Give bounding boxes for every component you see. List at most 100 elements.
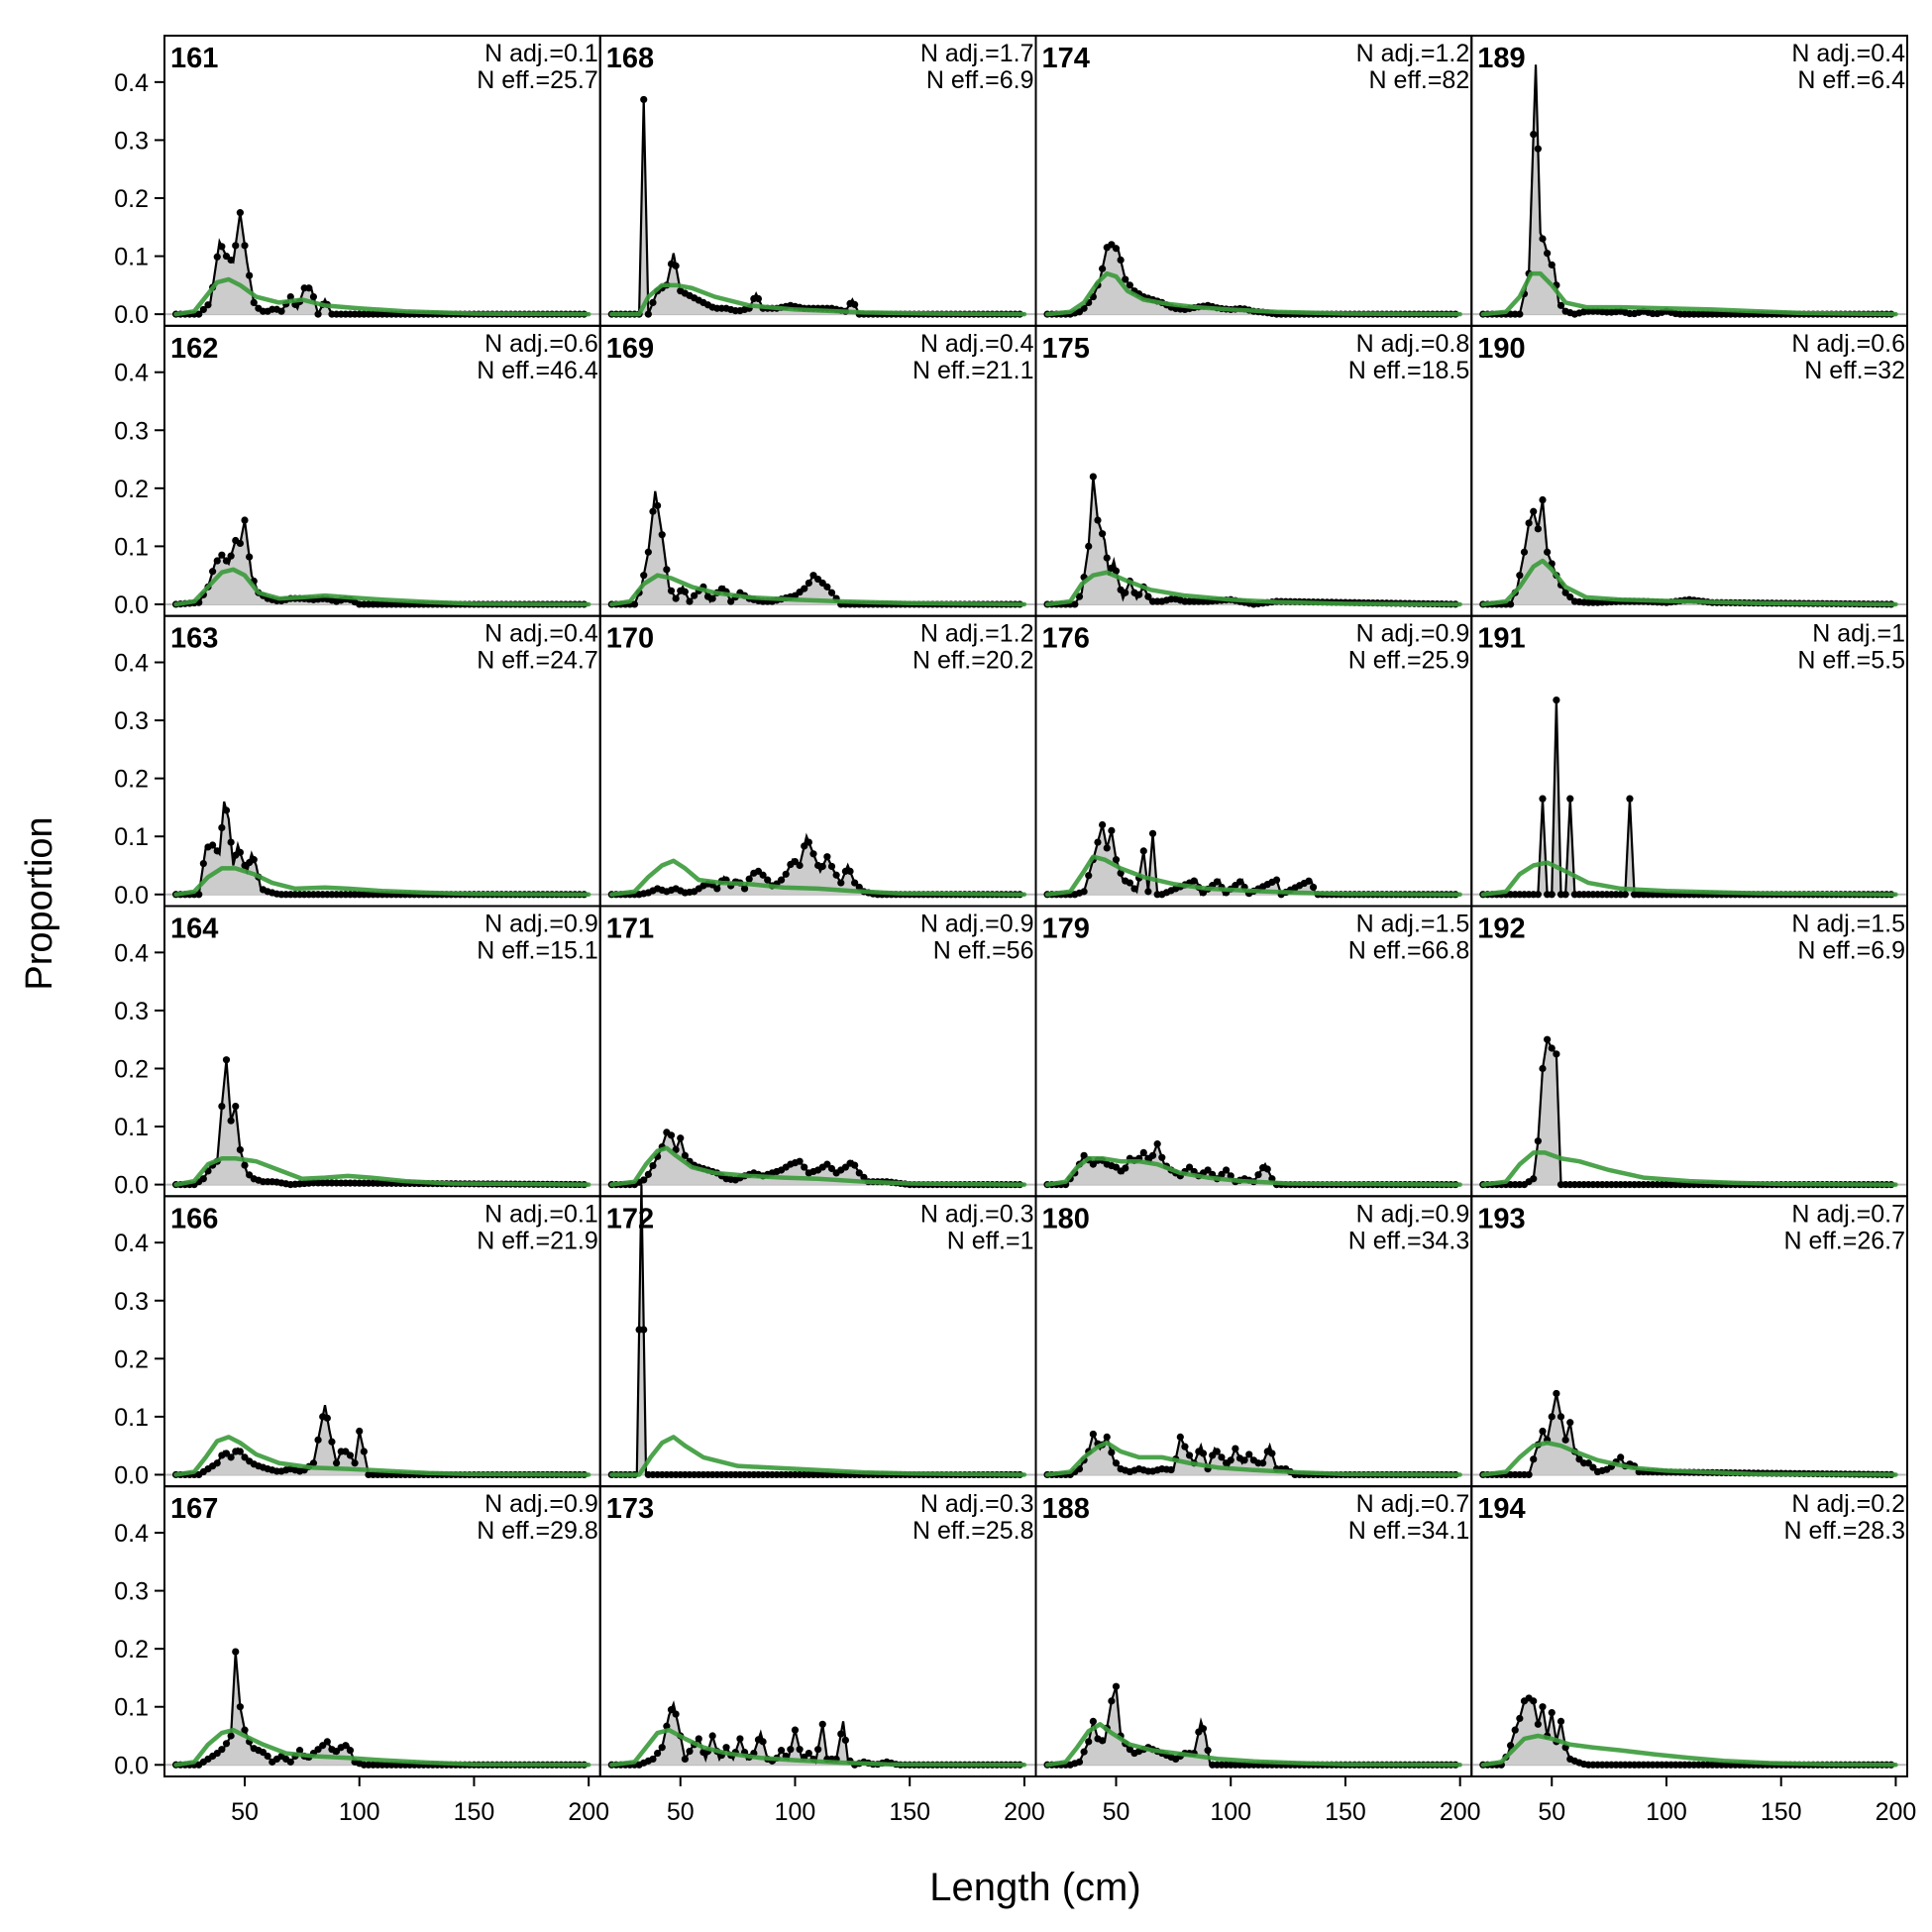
observed-point: [351, 1459, 359, 1467]
n-eff-label: N eff.=21.1: [912, 357, 1034, 384]
observed-point: [1548, 1044, 1556, 1052]
panel-189: 189 N adj.=0.4N eff.=6.4: [1470, 35, 1908, 327]
n-eff-label: N eff.=66.8: [1348, 937, 1470, 965]
expected-line: [609, 282, 1027, 317]
observed-point: [236, 848, 244, 856]
panel-170: 170 N adj.=1.2N eff.=20.2: [598, 614, 1037, 908]
observed-point: [227, 838, 235, 846]
y-tick-label: 0.2: [114, 1055, 149, 1083]
observed-point: [236, 209, 244, 217]
observed-area: [1047, 1686, 1460, 1766]
n-eff-label: N eff.=25.7: [477, 66, 598, 94]
panel-194: 194 N adj.=0.2N eff.=28.3: [1470, 1485, 1908, 1777]
x-tick-label: 150: [889, 1798, 930, 1826]
observed-point: [213, 847, 221, 855]
observed-point: [199, 859, 207, 868]
y-tick-label: 0.1: [114, 823, 149, 851]
observed-point: [740, 885, 749, 893]
observed-point: [681, 588, 689, 595]
observed-point: [1144, 592, 1152, 600]
expected-line: [173, 866, 591, 898]
observed-area: [175, 520, 590, 604]
observed-point: [818, 862, 826, 871]
observed-point: [1506, 600, 1515, 608]
observed-point: [1539, 1064, 1547, 1073]
observed-point: [309, 1459, 318, 1467]
observed-point: [1548, 261, 1556, 268]
y-tick-label: 0.4: [114, 1520, 149, 1548]
observed-point: [1305, 877, 1313, 885]
observed-point: [246, 271, 254, 279]
observed-point: [1080, 888, 1088, 896]
panel-id-label: 171: [606, 913, 654, 945]
n-eff-label: N eff.=25.8: [912, 1517, 1034, 1545]
observed-point: [805, 579, 812, 588]
observed-point: [1240, 1456, 1248, 1464]
panel-id-label: 175: [1042, 333, 1090, 365]
observed-area: [611, 99, 1024, 315]
observed-area: [1047, 1434, 1460, 1475]
observed-point: [1511, 1726, 1519, 1734]
n-adj-label: N adj.=0.3: [920, 1200, 1034, 1228]
x-tick-label: 100: [775, 1798, 816, 1826]
panel-id-label: 180: [1042, 1203, 1090, 1234]
panel-id-label: 189: [1477, 43, 1525, 74]
observed-point: [305, 284, 313, 292]
observed-point: [1089, 473, 1097, 481]
expected-line: [609, 573, 1027, 607]
n-eff-label: N eff.=21.9: [477, 1227, 598, 1254]
observed-point: [630, 600, 639, 608]
observed-point: [805, 1749, 812, 1758]
n-eff-label: N eff.=46.4: [477, 357, 598, 384]
observed-point: [1556, 1413, 1565, 1421]
expected-line: [173, 567, 591, 607]
observed-point: [195, 891, 203, 899]
observed-point: [250, 298, 258, 307]
observed-area: [611, 490, 1024, 604]
n-adj-label: N adj.=0.2: [1791, 1490, 1905, 1518]
observed-point: [1626, 795, 1634, 803]
observed-point: [356, 1427, 364, 1436]
observed-point: [823, 583, 831, 590]
observed-point: [218, 1746, 226, 1754]
x-tick-label: 100: [339, 1798, 380, 1826]
observed-point: [1130, 885, 1138, 893]
observed-point: [1181, 1443, 1189, 1450]
observed-point: [823, 1160, 831, 1168]
n-eff-label: N eff.=18.5: [1348, 357, 1470, 384]
panel-171: 171 N adj.=0.9N eff.=56: [598, 905, 1037, 1198]
panel-id-label: 176: [1042, 623, 1090, 655]
observed-point: [1213, 878, 1221, 886]
observed-point: [759, 1738, 767, 1746]
observed-point: [213, 253, 221, 261]
observed-point: [649, 507, 657, 515]
observed-point: [1080, 304, 1088, 312]
n-adj-label: N adj.=0.4: [1791, 40, 1905, 67]
observed-point: [1089, 1717, 1097, 1725]
observed-point: [1148, 1151, 1157, 1159]
expected-line: [1044, 570, 1462, 607]
observed-point: [314, 1436, 322, 1444]
observed-point: [1530, 1175, 1538, 1183]
observed-point: [1158, 1153, 1166, 1161]
panel-id-label: 172: [606, 1203, 654, 1234]
panel-168: 168 N adj.=1.7N eff.=6.9: [598, 35, 1037, 327]
x-tick-label: 200: [1876, 1798, 1917, 1826]
observed-point: [1218, 1170, 1226, 1178]
observed-point: [1148, 829, 1157, 837]
n-adj-label: N adj.=0.7: [1791, 1200, 1905, 1228]
panel-180: 180 N adj.=0.9N eff.=34.3: [1034, 1195, 1473, 1488]
observed-point: [644, 1170, 652, 1178]
n-adj-label: N adj.=0.4: [920, 330, 1034, 358]
observed-point: [332, 1459, 341, 1467]
observed-point: [1539, 1703, 1547, 1711]
observed-point: [342, 1742, 350, 1750]
observed-point: [695, 1735, 702, 1743]
observed-point: [677, 1134, 685, 1142]
observed-point: [1553, 1050, 1560, 1058]
n-adj-label: N adj.=1.2: [1356, 40, 1470, 67]
observed-point: [1548, 891, 1556, 899]
observed-point: [663, 566, 671, 574]
observed-point: [1584, 1459, 1592, 1467]
observed-point: [1213, 1448, 1221, 1455]
